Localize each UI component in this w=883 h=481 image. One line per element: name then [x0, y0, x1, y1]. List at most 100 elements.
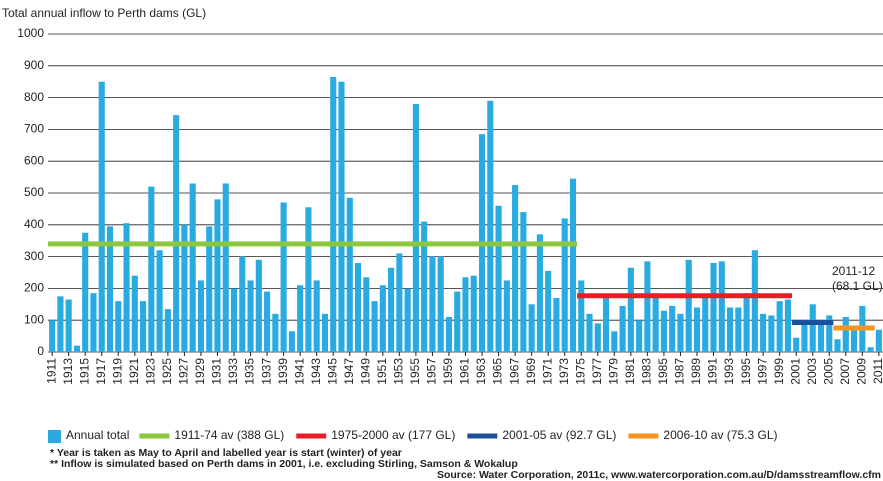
- x-tick-label: 1927: [177, 358, 191, 385]
- bar: [115, 301, 122, 352]
- bar: [164, 309, 171, 352]
- x-tick-label: 1993: [722, 358, 736, 385]
- annotation: (68.1 GL): [832, 279, 883, 293]
- bar: [354, 262, 362, 352]
- chart-title: Total annual inflow to Perth dams (GL): [2, 6, 206, 20]
- y-tick-label: 700: [24, 122, 44, 136]
- bar: [189, 183, 196, 352]
- x-tick-label: 1981: [623, 358, 637, 385]
- bar: [586, 313, 593, 352]
- x-tick-label: 1975: [573, 358, 587, 385]
- bar: [445, 317, 453, 352]
- bar: [197, 280, 205, 352]
- y-tick-label: 600: [24, 153, 44, 167]
- legend-swatch: [48, 430, 61, 443]
- x-tick-label: 1925: [160, 358, 174, 385]
- bar: [470, 275, 477, 352]
- x-tick-label: 1949: [358, 358, 372, 385]
- bar: [660, 310, 667, 352]
- bar: [669, 305, 676, 352]
- legend-label: 2006-10 av (75.3 GL): [663, 428, 777, 442]
- bar: [652, 293, 659, 352]
- bar: [520, 212, 527, 352]
- footnote: * Year is taken as May to April and labe…: [50, 447, 402, 459]
- x-tick-label: 1921: [127, 358, 141, 385]
- x-tick-label: 1951: [375, 358, 389, 385]
- x-tick-label: 1997: [755, 358, 769, 385]
- x-tick-label: 1995: [739, 358, 753, 385]
- bar: [429, 256, 436, 352]
- x-tick-label: 1947: [342, 358, 356, 385]
- bar: [561, 218, 568, 352]
- bar: [594, 323, 601, 352]
- bar: [760, 313, 767, 352]
- bar: [346, 197, 353, 352]
- x-tick-label: 1985: [656, 358, 670, 385]
- bar: [602, 297, 610, 352]
- x-tick-label: 2009: [855, 358, 869, 385]
- bar: [677, 313, 684, 352]
- legend-label: 1975-2000 av (177 GL): [331, 428, 455, 442]
- bar: [49, 320, 56, 352]
- bar: [131, 275, 138, 352]
- bar: [636, 320, 643, 352]
- x-tick-label: 1943: [309, 358, 323, 385]
- bar: [57, 296, 64, 352]
- bar: [528, 304, 535, 352]
- bar: [313, 280, 320, 352]
- x-tick-label: 1941: [292, 358, 306, 385]
- x-tick-label: 1969: [524, 358, 538, 385]
- bar: [536, 234, 543, 352]
- bar: [396, 253, 403, 352]
- x-tick-label: 1979: [606, 358, 620, 385]
- bar: [255, 259, 262, 352]
- bar: [801, 320, 808, 352]
- bar: [693, 307, 701, 352]
- bar: [297, 285, 304, 352]
- bar: [148, 186, 155, 352]
- bar: [776, 301, 783, 352]
- x-tick-label: 1977: [590, 358, 604, 385]
- bar: [65, 299, 72, 352]
- x-tick-label: 2001: [788, 358, 802, 385]
- x-tick-label: 1945: [325, 358, 339, 385]
- bar: [710, 262, 717, 352]
- x-tick-label: 1999: [772, 358, 786, 385]
- x-tick-label: 2011: [871, 358, 883, 384]
- x-tick-label: 1911: [44, 358, 58, 384]
- bar: [735, 307, 742, 352]
- bar: [181, 224, 188, 352]
- x-tick-label: 1939: [276, 358, 290, 385]
- bar: [421, 221, 428, 352]
- bar: [578, 280, 585, 352]
- bar: [512, 185, 519, 352]
- bar: [867, 347, 874, 352]
- bar: [768, 315, 775, 352]
- bar: [230, 288, 238, 352]
- bar: [553, 297, 560, 352]
- x-tick-label: 2007: [838, 358, 852, 385]
- bar: [98, 81, 105, 352]
- source: Source: Water Corporation, 2011c, www.wa…: [437, 469, 881, 481]
- x-tick-label: 1937: [259, 358, 273, 385]
- bar: [305, 207, 312, 352]
- bar: [288, 331, 295, 352]
- x-tick-label: 1967: [507, 358, 521, 385]
- bar: [247, 280, 254, 352]
- bar: [875, 329, 882, 352]
- bar: [627, 267, 634, 352]
- bar: [371, 301, 378, 352]
- x-tick-label: 1965: [491, 358, 505, 385]
- bar: [412, 103, 419, 353]
- bar: [487, 100, 494, 352]
- bar: [851, 326, 858, 352]
- bar: [495, 205, 502, 352]
- bar: [454, 291, 461, 352]
- bar: [272, 313, 279, 352]
- bar: [330, 76, 337, 353]
- bar: [817, 323, 825, 352]
- bar: [140, 301, 147, 352]
- bar: [222, 183, 229, 352]
- bar: [338, 81, 345, 352]
